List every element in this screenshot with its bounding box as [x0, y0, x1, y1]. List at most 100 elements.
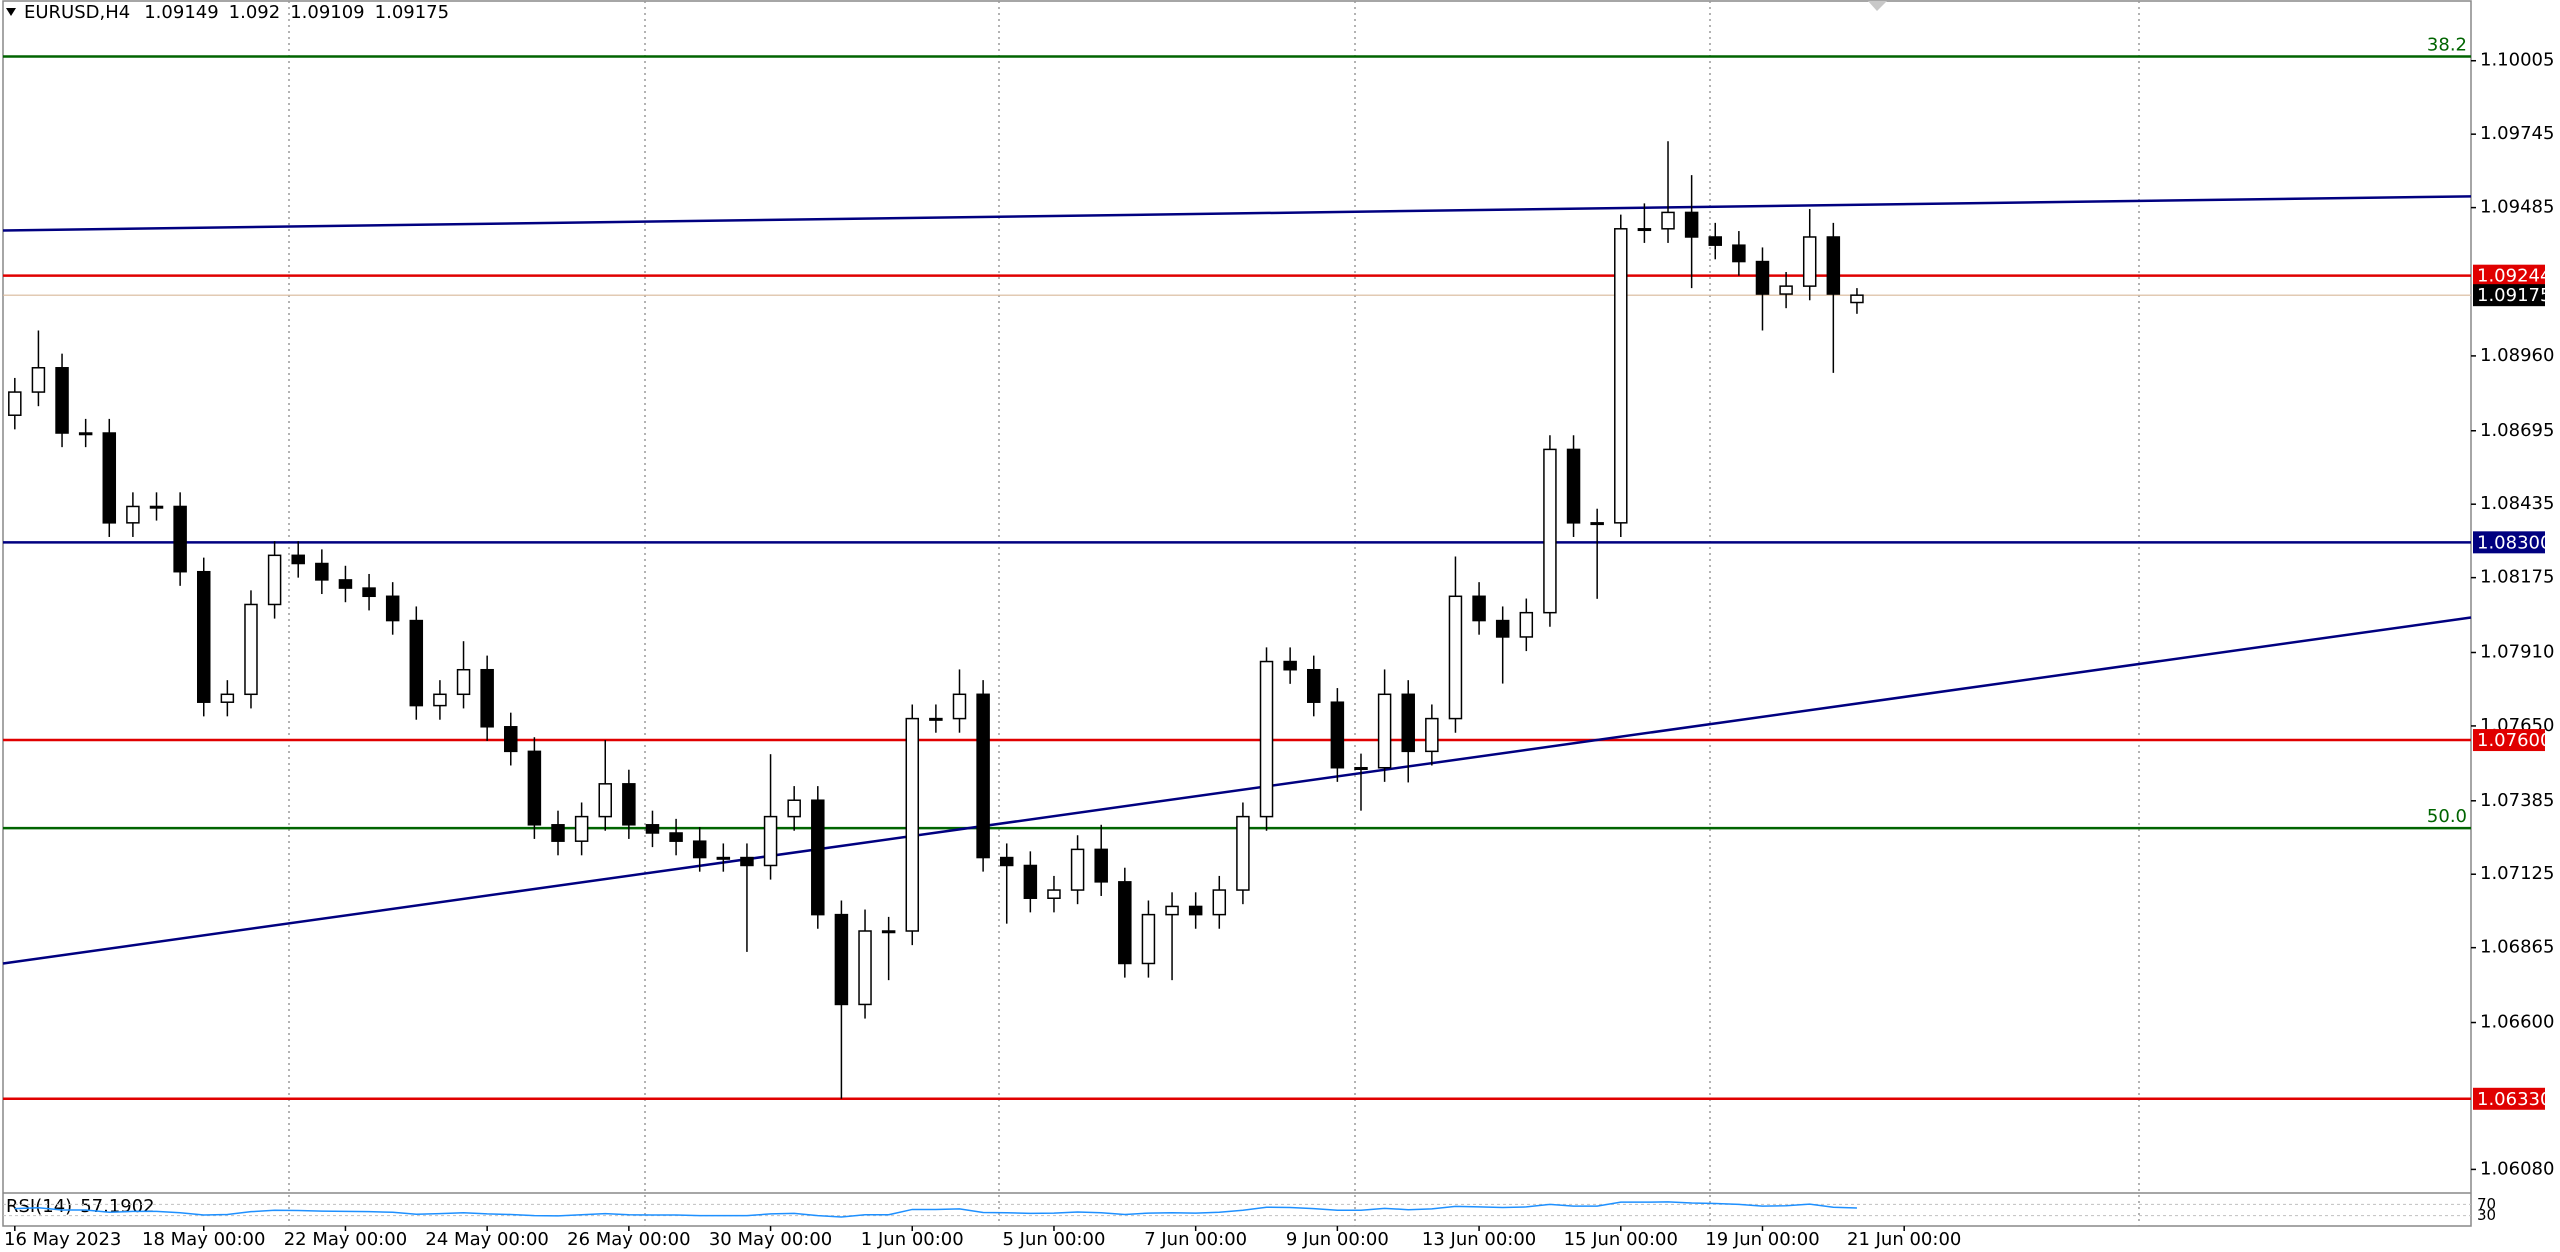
candle-body	[31, 367, 46, 393]
x-tick-label: 26 May 00:00	[567, 1229, 690, 1250]
candle-body	[173, 505, 187, 573]
candle-body	[1165, 905, 1179, 916]
candle-body	[1495, 619, 1510, 638]
candle-body	[291, 554, 305, 565]
candle-body	[740, 856, 754, 867]
candle-body	[149, 505, 164, 509]
candle-body	[1566, 448, 1581, 524]
candle-body	[1543, 448, 1557, 614]
y-tick-label: 1.06600	[2480, 1012, 2554, 1033]
candle-body	[1283, 660, 1297, 671]
candle-body	[976, 693, 990, 859]
fib-label: 38.2	[2427, 34, 2467, 55]
candle-body	[1188, 905, 1203, 916]
candle-body	[1425, 717, 1439, 753]
candle-body	[244, 603, 258, 696]
rsi-header: RSI(14) 57.1902	[6, 1196, 155, 1217]
candle-body	[622, 783, 636, 826]
x-tick-label: 13 Jun 00:00	[1422, 1229, 1536, 1250]
rsi-tick-label: 30	[2477, 1206, 2496, 1224]
candle-body	[551, 824, 565, 842]
level-label: 1.07600	[2477, 730, 2551, 751]
candle-body	[858, 930, 872, 1006]
candle-body	[1259, 660, 1274, 818]
candle-body	[126, 505, 140, 524]
candle-body	[267, 554, 282, 606]
level-label-box	[2473, 1087, 2545, 1110]
candle-body	[645, 824, 660, 834]
candle-body	[1330, 701, 1345, 769]
candle-body	[1590, 522, 1604, 526]
candle-body	[220, 693, 235, 703]
trend-line	[2, 616, 2472, 965]
candle-body	[527, 750, 542, 826]
y-tick-label: 1.06080	[2480, 1158, 2554, 1179]
level-label-box	[2473, 531, 2545, 554]
candle-body	[598, 783, 612, 818]
x-tick-label: 16 May 2023	[4, 1229, 121, 1250]
x-tick-label: 19 Jun 00:00	[1705, 1229, 1819, 1250]
x-tick-label: 24 May 00:00	[425, 1229, 548, 1250]
x-tick-label: 5 Jun 00:00	[1003, 1229, 1106, 1250]
y-tick-label: 1.07125	[2480, 863, 2554, 884]
rsi-value: 57.1902	[80, 1196, 154, 1217]
x-tick-label: 18 May 00:00	[142, 1229, 265, 1250]
candle-body	[315, 562, 329, 581]
menu-arrow	[6, 8, 16, 16]
level-label: 1.08300	[2477, 532, 2551, 553]
candle-body	[433, 693, 447, 707]
candle-body	[78, 432, 93, 436]
level-label: 1.09244	[2477, 266, 2551, 287]
y-tick-label: 1.08695	[2480, 420, 2554, 441]
candle-body	[574, 815, 589, 842]
y-tick-label: 1.08960	[2480, 345, 2554, 366]
candle-body	[338, 579, 353, 589]
level-label: 1.06330	[2477, 1089, 2551, 1110]
candle-body	[1236, 815, 1250, 891]
candle-body	[1354, 766, 1368, 770]
candle-body	[102, 432, 117, 524]
candle-body	[1047, 889, 1061, 899]
y-tick-label: 1.06865	[2480, 937, 2554, 958]
fib-label: 50.0	[2427, 806, 2467, 827]
y-tick-label: 1.07385	[2480, 790, 2554, 811]
candle-body	[1519, 611, 1534, 638]
candle-body	[8, 391, 22, 416]
x-tick-label: 15 Jun 00:00	[1564, 1229, 1678, 1250]
candle-body	[905, 717, 920, 932]
header-open: 1.09149	[144, 2, 218, 23]
plot-frame	[2, 0, 2472, 1227]
x-tick-label: 22 May 00:00	[284, 1229, 407, 1250]
level-label-box	[2473, 264, 2545, 287]
candle-body	[1377, 693, 1392, 769]
candle-body	[1826, 236, 1841, 295]
candle-body	[196, 570, 211, 703]
current-price-label-box	[2473, 284, 2545, 307]
rsi-line	[14, 1201, 1857, 1218]
x-tick-label: 30 May 00:00	[709, 1229, 832, 1250]
header-low: 1.09109	[290, 2, 364, 23]
header-high: 1.092	[229, 2, 281, 23]
candle-body	[1070, 848, 1085, 891]
x-tick-label: 9 Jun 00:00	[1286, 1229, 1389, 1250]
candle-body	[952, 693, 967, 720]
candle-body	[1732, 244, 1746, 263]
candle-body	[1118, 881, 1132, 965]
candle-body	[834, 913, 849, 1006]
candle-body	[385, 595, 400, 622]
candle-body	[1779, 285, 1793, 295]
candle-body	[1614, 228, 1628, 524]
candle-body	[692, 840, 707, 859]
y-tick-label: 1.10005	[2480, 50, 2554, 71]
candle-body	[1708, 236, 1722, 246]
x-tick-label: 7 Jun 00:00	[1144, 1229, 1247, 1250]
candle-body	[999, 856, 1014, 867]
x-tick-label: 1 Jun 00:00	[861, 1229, 964, 1250]
candle-body	[1637, 228, 1652, 232]
chart-header: EURUSD,H4 1.09149 1.092 1.09109 1.09175	[24, 2, 449, 23]
symbol: EURUSD,H4	[24, 2, 130, 23]
x-tick-label: 21 Jun 00:00	[1847, 1229, 1961, 1250]
